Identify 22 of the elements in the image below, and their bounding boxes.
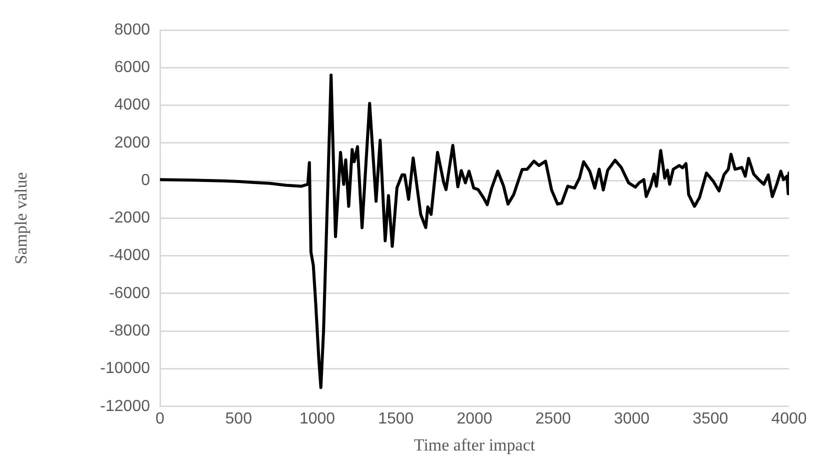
x-axis-title: Time after impact [414, 435, 536, 454]
y-tick-label: 2000 [114, 134, 150, 152]
y-tick-label: -12000 [100, 398, 150, 415]
y-axis-title: Sample value [12, 172, 31, 264]
y-tick-label: -2000 [109, 210, 150, 227]
x-tick-label: 1500 [378, 410, 414, 428]
y-tick-label: -8000 [109, 322, 150, 340]
x-tick-label: 4000 [771, 410, 807, 428]
y-tick-label: -6000 [109, 284, 150, 302]
y-tick-label: -4000 [109, 247, 150, 264]
x-tick-label: 500 [225, 410, 252, 428]
x-tick-label: 0 [156, 410, 165, 428]
y-tick-label: 8000 [114, 21, 150, 38]
x-tick-label: 2500 [535, 410, 572, 428]
x-tick-label: 2000 [456, 410, 492, 428]
y-tick-label: 6000 [114, 59, 150, 76]
x-tick-label: 1000 [299, 410, 336, 428]
x-tick-label: 3500 [692, 410, 728, 428]
y-tick-label: 0 [141, 172, 150, 189]
y-tick-label: 4000 [114, 96, 150, 114]
y-tick-label: -10000 [100, 360, 150, 378]
x-tick-label: 3000 [614, 410, 650, 428]
